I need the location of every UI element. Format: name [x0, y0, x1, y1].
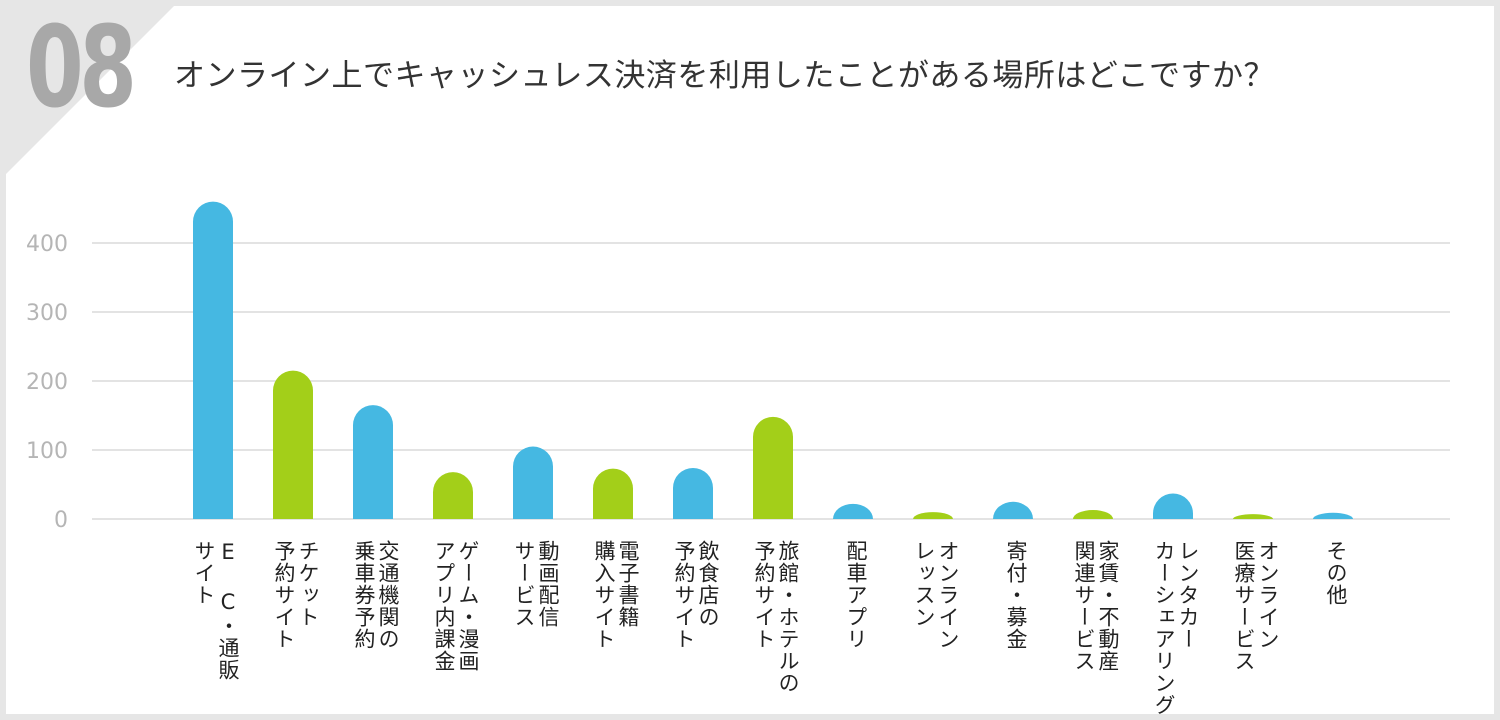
- category-label: 飲食店の: [696, 540, 720, 628]
- y-tick-label: 400: [26, 232, 68, 257]
- bar-9: [913, 512, 953, 519]
- category-label: 乗車券予約: [352, 540, 376, 650]
- category-label: 配車アプリ: [844, 540, 868, 650]
- category-label: 購入サイト: [592, 540, 616, 650]
- category-label: 寄付・募金: [1004, 540, 1028, 650]
- category-label: その他: [1324, 540, 1348, 606]
- y-tick-label: 100: [26, 439, 68, 464]
- category-label: ゲーム・漫画: [456, 540, 480, 672]
- y-tick-label: 300: [26, 301, 68, 326]
- category-label: 動画配信: [536, 540, 560, 628]
- category-label: 関連サービス: [1072, 540, 1096, 672]
- bar-6: [673, 467, 713, 519]
- category-label: サイト: [192, 540, 216, 606]
- bar-7: [753, 416, 793, 519]
- bar-5: [593, 468, 633, 519]
- category-label: サービス: [512, 540, 536, 628]
- chart-panel: 08 オンライン上でキャッシュレス決済を利用したことがある場所はどこですか？ 0…: [6, 3, 1494, 716]
- chart-title: オンライン上でキャッシュレス決済を利用したことがある場所はどこですか？: [174, 58, 1275, 94]
- y-tick-label: 0: [54, 508, 68, 533]
- bar-12: [1153, 493, 1193, 519]
- bar-11: [1073, 510, 1113, 519]
- category-label: 交通機関の: [376, 540, 400, 650]
- bar-0: [193, 201, 233, 519]
- corner-triangle: [6, 6, 174, 174]
- category-label: アプリ内課金: [432, 540, 456, 672]
- bar-10: [993, 501, 1033, 519]
- question-number: 08: [26, 3, 137, 133]
- category-label: 予約サイト: [752, 540, 776, 650]
- category-label: 医療サービス: [1232, 540, 1256, 672]
- category-label: レッスン: [912, 540, 936, 628]
- category-label: E C・通販: [216, 540, 240, 681]
- bar-2: [353, 405, 393, 519]
- category-label: 予約サイト: [272, 540, 296, 650]
- bar-chart: 0 100 200 300 400: [26, 201, 1450, 533]
- category-label: レンタカー: [1176, 540, 1200, 650]
- category-label: 電子書籍: [616, 540, 640, 628]
- category-label: 家賃・不動産: [1096, 540, 1120, 672]
- bar-13: [1233, 514, 1273, 519]
- bar-3: [433, 472, 473, 519]
- category-label: オンライン: [1256, 540, 1280, 650]
- category-label: 旅館・ホテルの: [776, 540, 800, 694]
- bar-1: [273, 370, 313, 519]
- bar-14: [1313, 512, 1353, 519]
- bar-4: [513, 446, 553, 519]
- category-label: 予約サイト: [672, 540, 696, 650]
- y-tick-label: 200: [26, 370, 68, 395]
- bar-8: [833, 503, 874, 519]
- category-label: カーシェアリング: [1152, 540, 1176, 716]
- category-label: オンライン: [936, 540, 960, 650]
- category-label: チケット: [296, 540, 320, 628]
